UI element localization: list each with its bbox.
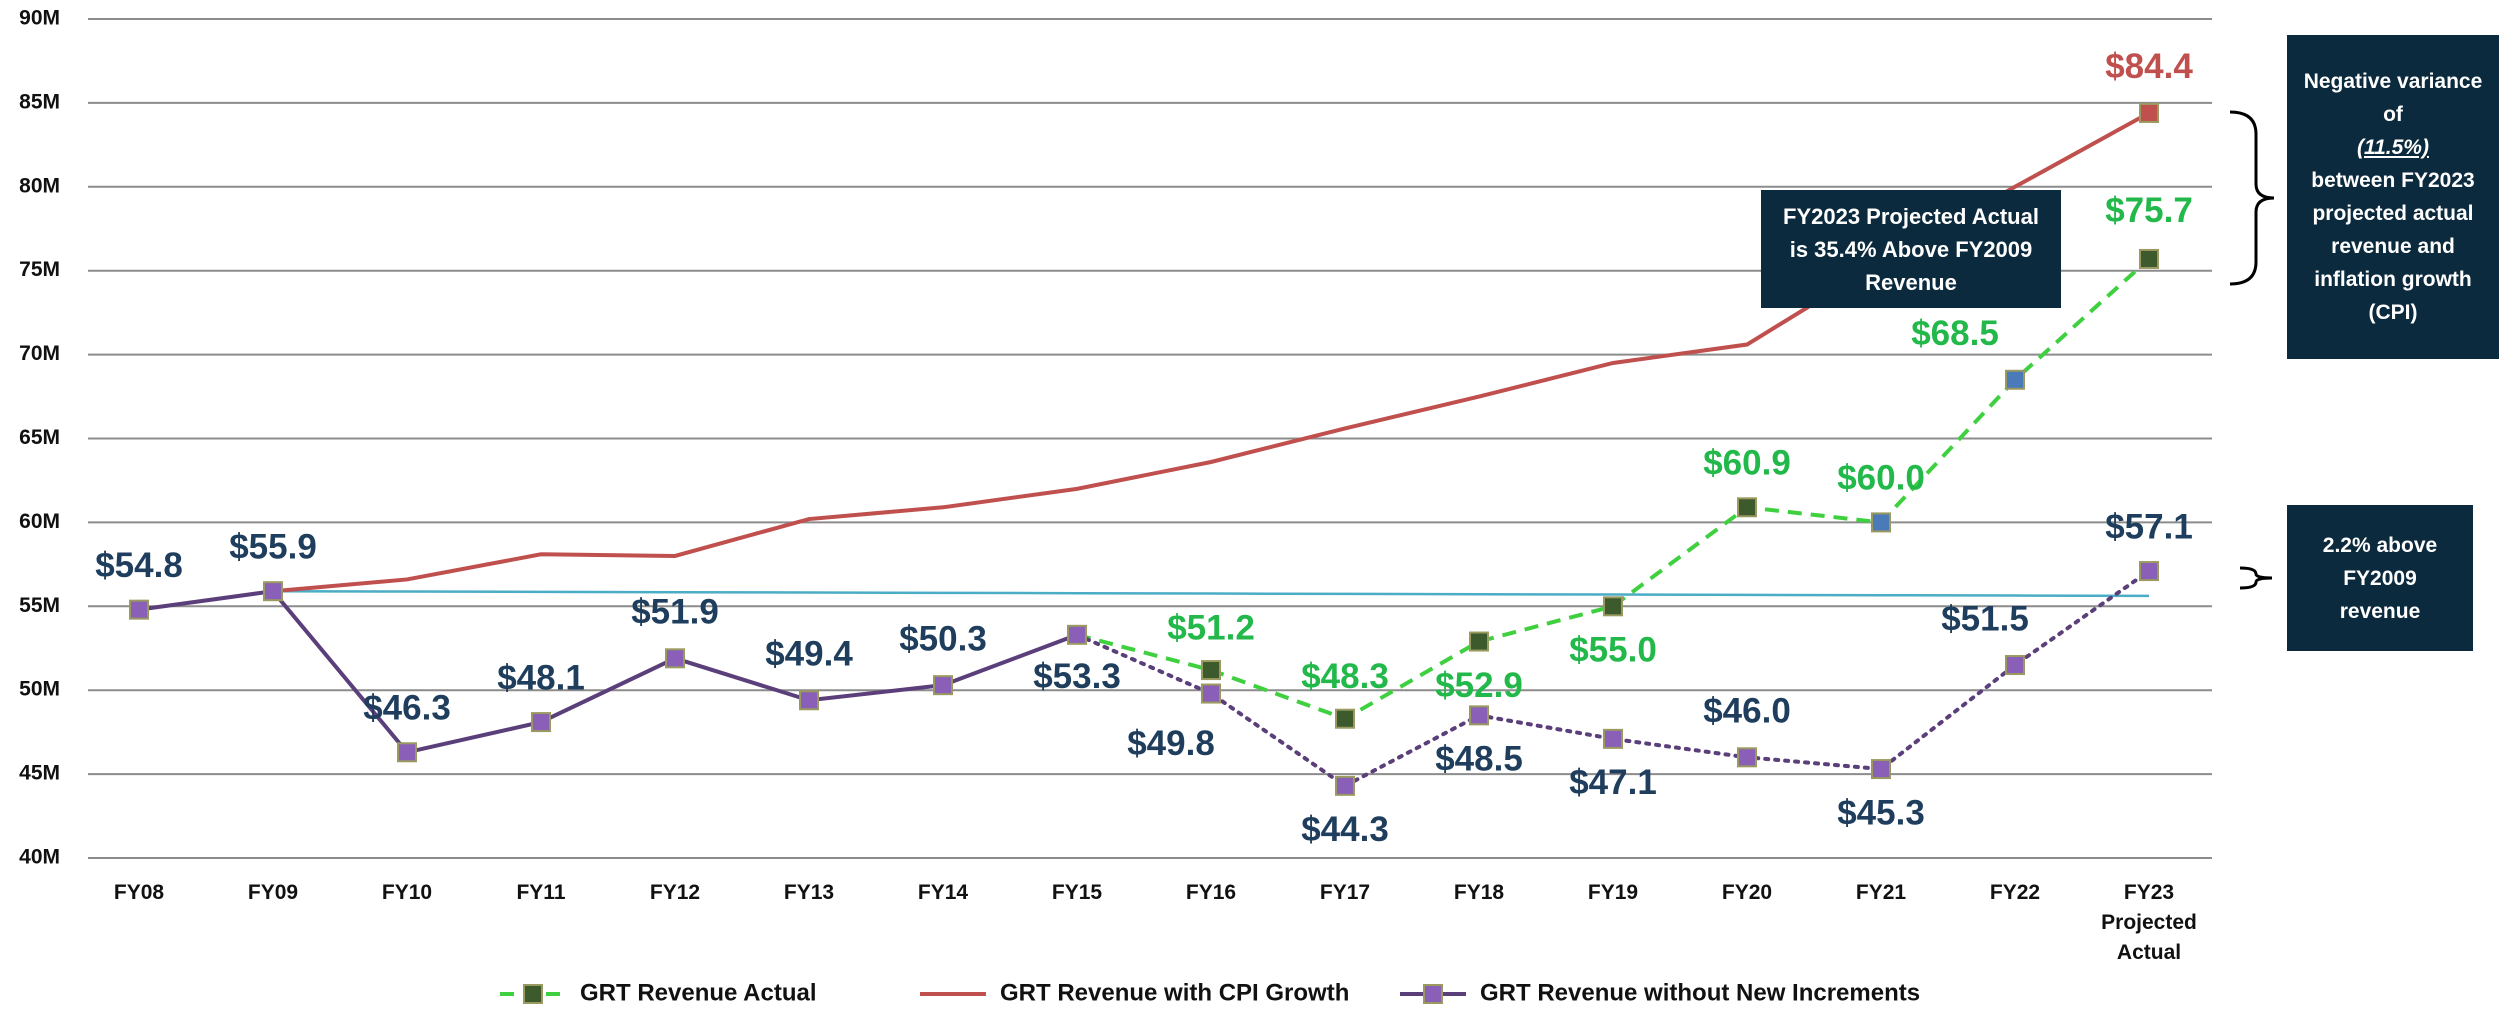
data-label: $51.5 — [1941, 599, 2029, 638]
marker — [1067, 624, 1087, 645]
x-tick-label: FY23 Projected Actual — [2101, 881, 2197, 964]
y-tick-label: 85M — [19, 90, 60, 113]
data-label: $50.3 — [899, 619, 987, 658]
data-label: $48.5 — [1435, 740, 1523, 779]
x-tick-label: FY19 — [1587, 881, 1639, 904]
legend-marker — [1423, 984, 1443, 1004]
marker — [129, 599, 149, 620]
x-tick-label: FY13 — [783, 881, 835, 904]
data-label: $49.4 — [765, 635, 853, 674]
marker — [1871, 512, 1891, 533]
data-label: $75.7 — [2105, 191, 2193, 230]
x-tick-label: FY18 — [1453, 881, 1505, 904]
marker — [933, 675, 953, 696]
data-label: $51.2 — [1167, 608, 1255, 647]
x-tick-label: FY10 — [381, 881, 433, 904]
marker — [1201, 683, 1221, 704]
data-label: $54.8 — [95, 546, 183, 585]
y-tick-label: 70M — [19, 342, 60, 365]
y-tick-label: 75M — [19, 258, 60, 281]
data-label: $51.9 — [631, 593, 719, 632]
x-tick-label: FY17 — [1319, 881, 1371, 904]
marker — [1603, 728, 1623, 749]
marker — [2005, 655, 2025, 676]
x-tick-label: FY08 — [113, 881, 165, 904]
y-tick-label: 60M — [19, 510, 60, 533]
legend-label: GRT Revenue Actual — [580, 979, 817, 1006]
y-tick-label: 80M — [19, 174, 60, 197]
data-label: $53.3 — [1033, 657, 1121, 696]
x-tick-label: FY22 — [1989, 881, 2041, 904]
annotation-box: 2.2% above FY2009 revenue — [2287, 505, 2473, 651]
data-label: $57.1 — [2105, 507, 2193, 546]
data-label: $60.0 — [1837, 459, 1925, 498]
x-tick-label: FY20 — [1721, 881, 1773, 904]
marker — [1469, 705, 1489, 726]
x-tick-label: FY14 — [917, 881, 969, 904]
data-label: $60.9 — [1703, 444, 1791, 483]
marker — [1737, 497, 1757, 518]
data-label: $44.3 — [1301, 810, 1389, 849]
data-label: $55.0 — [1569, 631, 1657, 670]
brace — [2229, 110, 2275, 286]
marker — [1469, 631, 1489, 652]
data-label: $68.5 — [1911, 314, 1999, 353]
marker — [2005, 369, 2025, 390]
marker — [1201, 660, 1221, 681]
annotation-text: Negative variance of — [2303, 70, 2483, 126]
series-line — [1076, 257, 2151, 721]
marker — [1737, 747, 1757, 768]
x-tick-label: FY15 — [1051, 881, 1103, 904]
y-tick-label: 40M — [19, 846, 60, 869]
y-tick-label: 65M — [19, 426, 60, 449]
data-label: $84.4 — [2105, 47, 2193, 86]
marker — [799, 690, 819, 711]
x-tick-label: FY11 — [516, 881, 566, 904]
marker — [1871, 759, 1891, 780]
annotation-text: (11.5%) — [2357, 136, 2429, 159]
y-tick-label: 50M — [19, 678, 60, 701]
data-label: $48.1 — [497, 658, 585, 697]
annotation-box: FY2023 Projected Actual is 35.4% Above F… — [1761, 190, 2061, 308]
marker — [263, 581, 283, 602]
x-tick-label: FY21 — [1855, 881, 1907, 904]
series-line — [138, 589, 1078, 755]
data-label: $52.9 — [1435, 666, 1523, 705]
marker — [2139, 248, 2159, 269]
marker — [397, 742, 417, 763]
x-tick-label: FY12 — [649, 881, 701, 904]
data-label: $46.3 — [363, 689, 451, 728]
marker — [1335, 708, 1355, 729]
legend-label: GRT Revenue with CPI Growth — [1000, 979, 1349, 1006]
marker — [531, 712, 551, 733]
legend-marker — [523, 984, 543, 1004]
data-label: $49.8 — [1127, 724, 1215, 763]
marker — [1335, 775, 1355, 796]
annotation-box: Negative variance of (11.5%) between FY2… — [2287, 35, 2499, 359]
data-label: $48.3 — [1301, 657, 1389, 696]
series-line — [1075, 569, 2151, 789]
data-label: $45.3 — [1837, 793, 1925, 832]
marker — [665, 648, 685, 669]
y-tick-label: 55M — [19, 594, 60, 617]
y-tick-label: 90M — [19, 7, 60, 30]
x-tick-label: FY09 — [247, 881, 299, 904]
data-label: $55.9 — [229, 527, 317, 566]
marker — [2139, 561, 2159, 582]
series-line — [272, 589, 2150, 598]
brace — [2239, 566, 2273, 590]
marker — [2139, 102, 2159, 123]
annotation-text: between FY2023 projected actual revenue … — [2311, 169, 2475, 324]
x-tick-label: FY16 — [1185, 881, 1237, 904]
y-tick-label: 45M — [19, 762, 60, 785]
data-label: $46.0 — [1703, 692, 1791, 731]
data-label: $47.1 — [1569, 763, 1657, 802]
marker — [1603, 596, 1623, 617]
legend-label: GRT Revenue without New Increments — [1480, 979, 1920, 1006]
